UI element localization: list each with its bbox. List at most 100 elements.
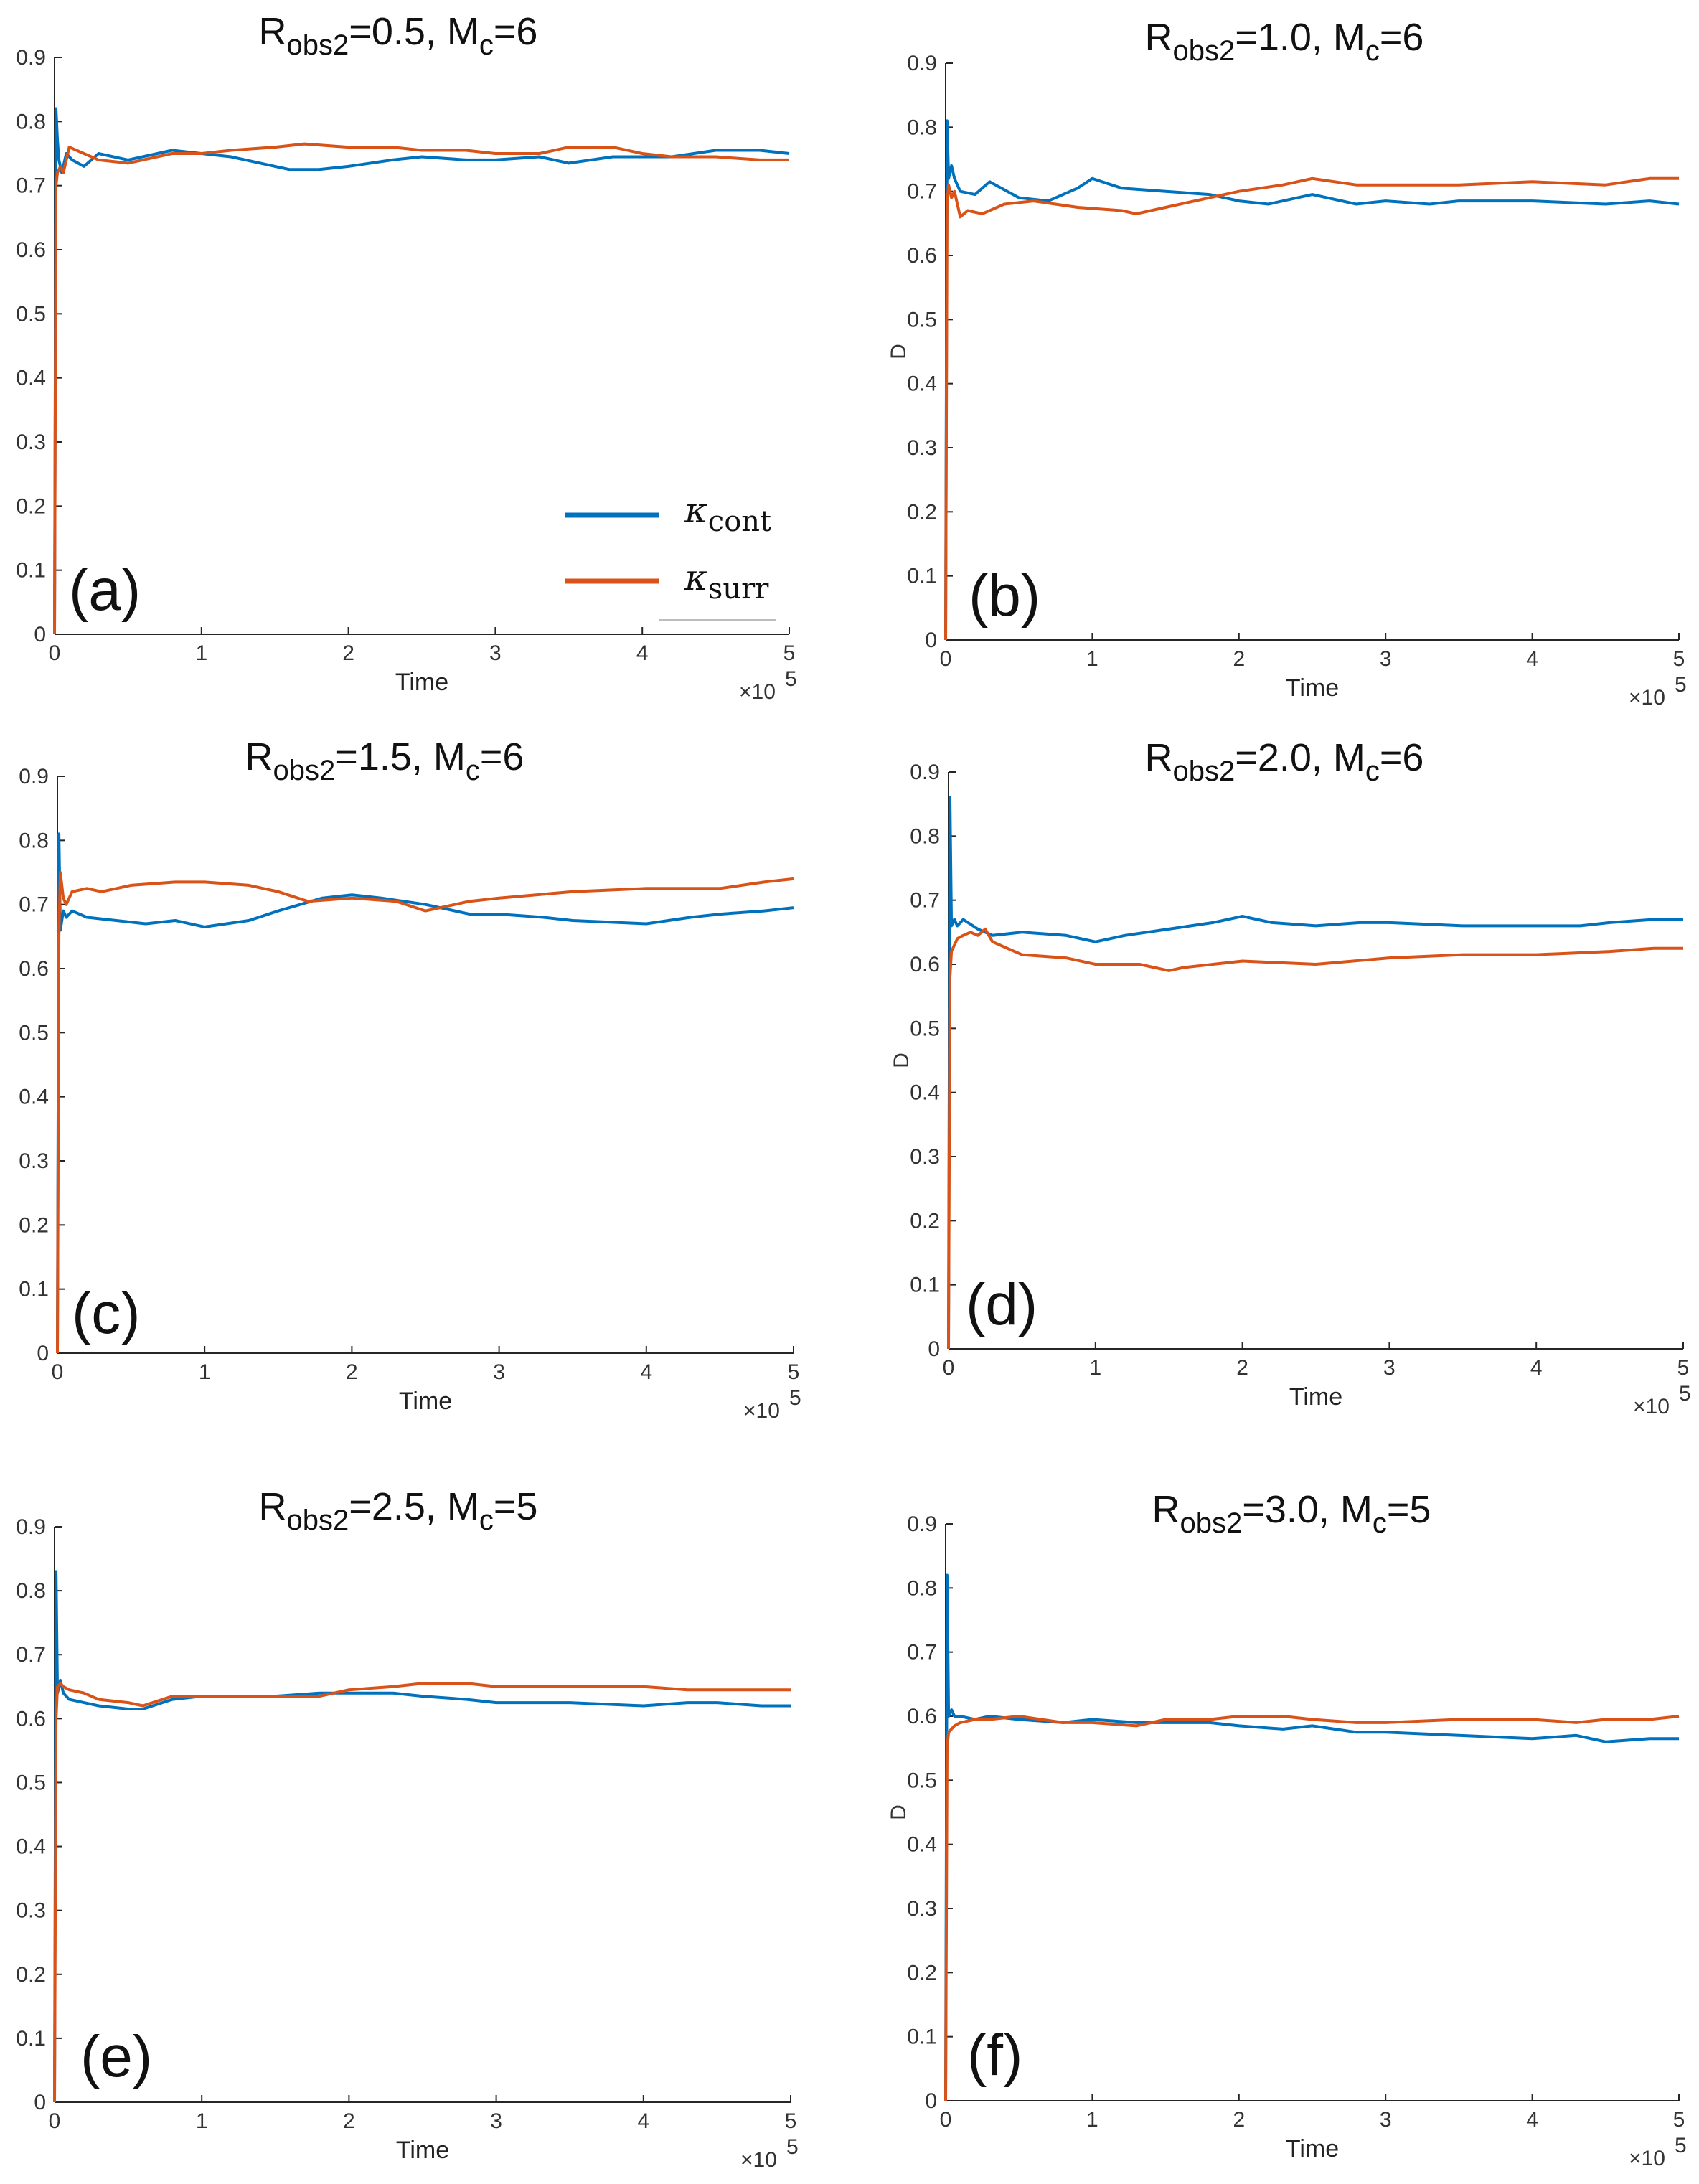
y-tick-label: 0.3 (19, 1149, 49, 1173)
chart-panel: 0 0.1 0.2 0.3 0.4 0.5 0.6 0.7 0.8 0.9 0 1 2 3 4 5 Time ×1… (890, 736, 1691, 1418)
y-tick-label: 0.1 (19, 1278, 49, 1302)
y-tick-label: 0.3 (907, 1897, 937, 1921)
y-tick-label: 0.2 (907, 1961, 937, 1985)
y-tick-label: 0.2 (19, 1213, 49, 1237)
x-exponent-power: 5 (785, 667, 797, 691)
x-tick-label: 1 (1086, 2108, 1098, 2132)
y-tick-label: 0.8 (907, 1576, 937, 1600)
y-tick-label: 0.2 (907, 500, 937, 524)
x-tick-label: 3 (489, 641, 502, 665)
title-part: R (1152, 1488, 1180, 1531)
title-part: =1.5, M (335, 735, 466, 778)
title-part: =0.5, M (349, 10, 479, 53)
title-subscript: c (479, 29, 494, 61)
x-tick-label: 1 (1086, 647, 1098, 671)
y-tick-label: 0.9 (16, 46, 46, 70)
title-part: =2.0, M (1235, 736, 1365, 779)
x-exponent-power: 5 (786, 2135, 799, 2159)
y-tick-label: 0.4 (907, 372, 937, 396)
title-part: =6 (494, 10, 538, 53)
x-tick-label: 3 (1380, 2108, 1392, 2132)
series-line-kappa-cont (947, 796, 1683, 1350)
y-tick-label: 0.9 (907, 1512, 937, 1536)
y-tick-label: 0.7 (910, 889, 940, 913)
title-part: =3.0, M (1242, 1488, 1373, 1531)
panel-label: (f) (967, 2023, 1022, 2088)
y-tick-label: 0.8 (16, 110, 46, 133)
x-tick-label: 5 (785, 2109, 797, 2133)
x-tick-label: 0 (52, 1360, 64, 1384)
series-line-kappa-surr (53, 1682, 791, 2103)
x-tick-label: 5 (1673, 2108, 1685, 2132)
panel-label: (d) (966, 1272, 1037, 1337)
y-tick-label: 0.5 (910, 1017, 940, 1040)
title-subscript: c (1373, 1507, 1387, 1539)
chart-title: Robs2=2.5, Mc=5 (259, 1485, 538, 1536)
title-subscript: obs2 (1173, 35, 1236, 67)
x-tick-label: 1 (1089, 1356, 1101, 1380)
y-tick-label: 0.3 (910, 1145, 940, 1169)
chart-panel: 0 0.1 0.2 0.3 0.4 0.5 0.6 0.7 0.8 0.9 0 1 2 3 4 5 Time ×1… (16, 10, 796, 704)
y-tick-label: 0.7 (907, 180, 937, 204)
chart-title: Robs2=1.0, Mc=6 (1145, 16, 1424, 67)
title-subscript: obs2 (1180, 1507, 1243, 1539)
title-part: R (245, 735, 273, 778)
legend: κcont κsurr (565, 489, 776, 621)
x-tick-label: 3 (1383, 1356, 1396, 1380)
y-tick-label: 0.2 (910, 1209, 940, 1233)
chart-panel: 0 0.1 0.2 0.3 0.4 0.5 0.6 0.7 0.8 0.9 0 1 2 3 4 5 Time ×1… (887, 1488, 1687, 2170)
title-subscript: obs2 (287, 1505, 349, 1536)
y-tick-label: 0.2 (16, 1963, 46, 1987)
x-exponent-label: ×10 (1629, 686, 1665, 710)
title-part: =5 (494, 1485, 538, 1528)
y-tick-label: 0.8 (907, 116, 937, 139)
y-tick-label: 0.4 (16, 1835, 46, 1859)
x-tick-label: 4 (636, 641, 649, 665)
title-part: R (1145, 736, 1173, 779)
legend-subscript: cont (708, 505, 771, 538)
y-tick-label: 0.1 (16, 559, 46, 583)
series-line-kappa-cont (944, 1573, 1679, 2101)
y-tick-label: 0.7 (907, 1641, 937, 1665)
y-tick-label: 0.7 (19, 893, 49, 917)
x-tick-label: 2 (1236, 1356, 1248, 1380)
y-tick-label: 0.5 (19, 1021, 49, 1045)
x-tick-label: 0 (940, 2108, 952, 2132)
x-tick-label: 1 (199, 1360, 211, 1384)
y-tick-label: 0.5 (907, 1769, 937, 1792)
y-tick-label: 0.8 (16, 1579, 46, 1603)
x-tick-label: 2 (1233, 647, 1245, 671)
legend-label-kappa-cont: κcont (684, 489, 771, 538)
x-tick-label: 4 (640, 1360, 652, 1384)
series-line-kappa-surr (944, 1715, 1680, 2101)
y-tick-label: 0 (928, 1337, 940, 1361)
x-exponent-power: 5 (1679, 1382, 1691, 1406)
x-tick-label: 5 (788, 1360, 800, 1384)
chart-title: Robs2=2.0, Mc=6 (1145, 736, 1424, 787)
x-exponent-label: ×10 (743, 1399, 780, 1423)
series-line-kappa-cont (944, 119, 1680, 641)
y-tick-label: 0.1 (907, 2025, 937, 2049)
x-axis-label: Time (1286, 674, 1339, 702)
title-subscript: c (1365, 35, 1380, 67)
x-tick-label: 3 (493, 1360, 505, 1384)
y-tick-label: 0.9 (907, 52, 937, 75)
y-tick-label: 0 (925, 2089, 937, 2113)
y-axis-label: D (890, 1053, 913, 1068)
x-tick-label: 2 (342, 641, 354, 665)
x-tick-label: 2 (1233, 2108, 1245, 2132)
title-part: R (1145, 16, 1173, 59)
series-line-kappa-surr (947, 927, 1683, 1350)
y-tick-label: 0.9 (16, 1515, 46, 1539)
x-tick-label: 1 (196, 2109, 208, 2133)
y-tick-label: 0.3 (16, 430, 46, 454)
series-line-kappa-surr (944, 176, 1679, 641)
x-exponent-power: 5 (789, 1386, 801, 1410)
y-tick-label: 0.6 (910, 953, 940, 976)
y-tick-label: 0.4 (16, 367, 46, 390)
y-tick-label: 0.5 (907, 308, 937, 331)
y-axis-label: D (887, 344, 910, 359)
chart-title: Robs2=1.5, Mc=6 (245, 735, 524, 786)
title-subscript: c (479, 1505, 494, 1536)
legend-label-kappa-surr: κsurr (684, 557, 769, 606)
